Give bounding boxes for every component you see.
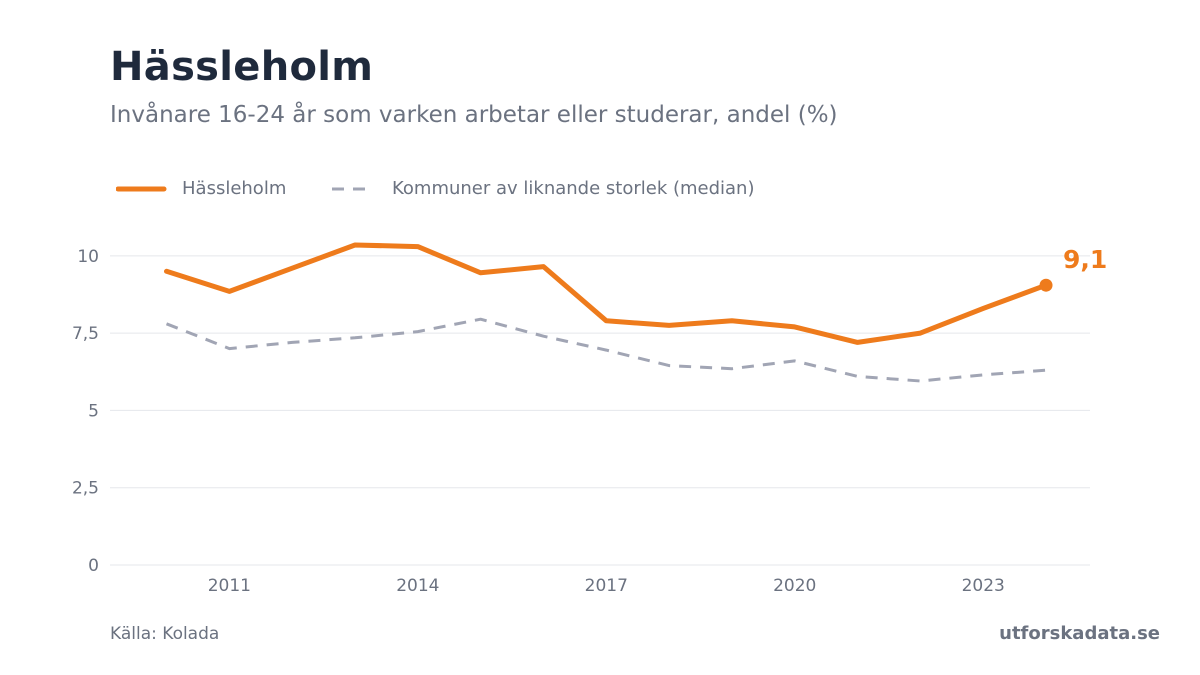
brand-link[interactable]: utforskadata.se bbox=[999, 623, 1160, 644]
last-value-label: 9,1 bbox=[1063, 245, 1107, 274]
last-point-marker bbox=[1039, 278, 1053, 292]
legend-item-hassleholm: Hässleholm bbox=[116, 178, 286, 199]
x-tick-label: 2020 bbox=[773, 576, 816, 596]
series-line-hassleholm bbox=[164, 242, 1049, 345]
legend-swatch-hassleholm bbox=[116, 186, 167, 191]
series-line-median bbox=[165, 317, 1047, 383]
legend-label-median: Kommuner av liknande storlek (median) bbox=[392, 178, 755, 199]
y-tick-label: 10 bbox=[77, 247, 99, 267]
x-tick-label: 2011 bbox=[208, 576, 251, 596]
source-note: Källa: Kolada bbox=[110, 624, 220, 644]
y-tick-label: 7,5 bbox=[72, 324, 99, 344]
x-tick-label: 2023 bbox=[962, 576, 1005, 596]
y-tick-label: 2,5 bbox=[72, 479, 99, 499]
y-tick-label: 0 bbox=[88, 556, 99, 576]
legend-item-median: Kommuner av liknande storlek (median) bbox=[330, 178, 755, 199]
legend-label-hassleholm: Hässleholm bbox=[182, 178, 287, 199]
x-tick-label: 2014 bbox=[396, 576, 439, 596]
legend-swatch-median bbox=[332, 187, 374, 190]
x-tick-label: 2017 bbox=[585, 576, 628, 596]
y-tick-label: 5 bbox=[88, 401, 99, 421]
chart-title: Hässleholm bbox=[110, 44, 374, 90]
chart-subtitle: Invånare 16-24 år som varken arbetar ell… bbox=[110, 102, 838, 128]
